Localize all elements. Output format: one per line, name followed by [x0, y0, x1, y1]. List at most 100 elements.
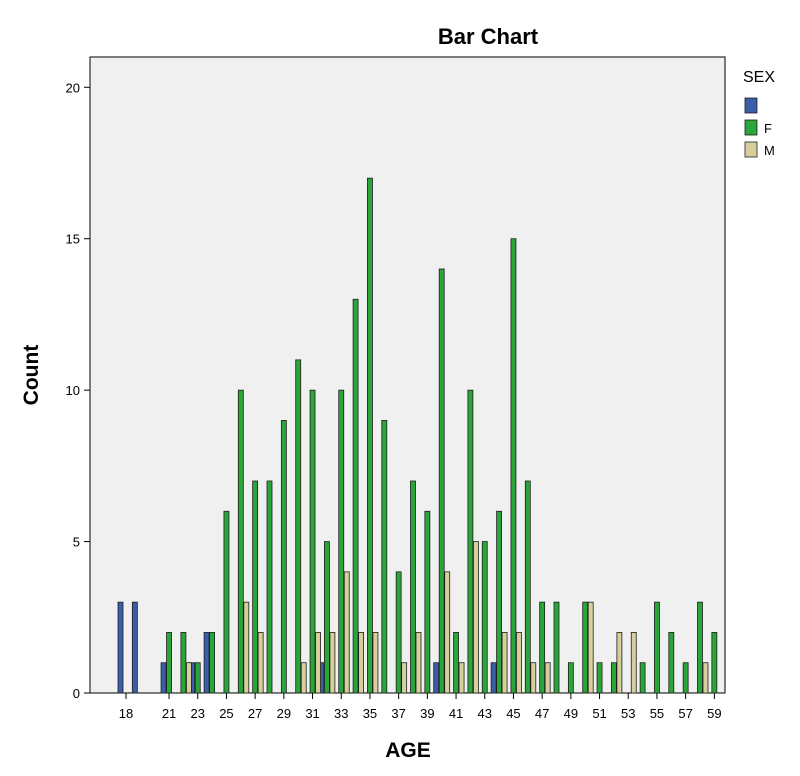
legend-swatch [744, 141, 758, 158]
bar [630, 632, 637, 694]
bar [166, 632, 172, 694]
bar [510, 238, 517, 694]
x-tick-label: 39 [420, 706, 434, 721]
bar [472, 541, 479, 694]
bar [668, 632, 675, 694]
bar [309, 389, 316, 694]
bar [711, 632, 718, 694]
bar [266, 480, 273, 694]
bars [117, 177, 718, 694]
x-tick-label: 51 [592, 706, 606, 721]
legend-title: SEX [743, 69, 775, 86]
bar [160, 662, 167, 694]
bar [194, 662, 201, 694]
x-tick-label: 57 [678, 706, 692, 721]
x-tick-label: 41 [449, 706, 463, 721]
chart-title: Bar Chart [438, 24, 539, 49]
x-tick-label: 35 [363, 706, 377, 721]
bar [372, 632, 379, 694]
bar [358, 632, 365, 694]
bar [185, 662, 192, 694]
x-tick-label: 53 [621, 706, 635, 721]
bar [257, 632, 264, 694]
x-tick-label: 31 [305, 706, 319, 721]
x-tick-label: 37 [391, 706, 405, 721]
x-axis: 18 21 23 25 27 29 31 33 35 37 39 41 43 45 47 49 51 53 55 57… [119, 693, 722, 721]
bar [481, 541, 488, 694]
bar [530, 662, 537, 694]
bar [338, 389, 345, 694]
x-tick-label: 33 [334, 706, 348, 721]
bar [180, 632, 187, 694]
bar [467, 389, 474, 694]
bar [567, 662, 574, 694]
bar [352, 298, 359, 694]
bar [639, 662, 646, 694]
bar [616, 632, 623, 694]
y-axis: 0 5 10 15 20 [66, 80, 90, 701]
bar [237, 389, 244, 694]
y-tick-label: 15 [66, 232, 80, 247]
bar [117, 601, 124, 694]
plot-background [89, 56, 726, 694]
legend-items: FM [744, 97, 775, 158]
bar [516, 632, 522, 694]
bar [401, 662, 408, 694]
x-tick-label: 29 [277, 706, 291, 721]
bar [300, 662, 307, 694]
bar [252, 480, 259, 694]
legend-label: M [764, 143, 775, 158]
bar [323, 541, 330, 694]
legend-swatch [744, 97, 758, 114]
bar [501, 632, 508, 694]
bar [453, 632, 459, 694]
y-tick-label: 10 [66, 383, 80, 398]
x-tick-label: 43 [478, 706, 492, 721]
bar [415, 632, 422, 694]
bar [587, 601, 594, 694]
x-tick-label: 21 [162, 706, 176, 721]
x-tick-label: 45 [506, 706, 520, 721]
bar [596, 662, 603, 694]
bar [539, 601, 546, 694]
y-tick-label: 0 [73, 686, 80, 701]
bar [433, 662, 440, 694]
bar [682, 662, 689, 694]
legend-label: F [764, 121, 772, 136]
x-tick-label: 55 [650, 706, 664, 721]
bar [410, 480, 416, 694]
x-tick-label: 25 [219, 706, 233, 721]
x-tick-label: 23 [191, 706, 205, 721]
bar [438, 268, 445, 694]
y-axis-title: Count [20, 345, 43, 406]
bar [553, 601, 560, 694]
bar [490, 662, 497, 694]
bar [496, 510, 503, 694]
bar [697, 601, 703, 694]
x-tick-label: 18 [119, 706, 133, 721]
bar [243, 601, 250, 694]
legend-swatch [744, 119, 758, 136]
bar [280, 420, 287, 694]
bar [343, 571, 350, 694]
bar [209, 632, 216, 694]
bar [367, 177, 373, 694]
bar [458, 662, 465, 694]
x-axis-title: AGE [385, 739, 431, 762]
bar [295, 359, 302, 694]
bar [702, 662, 709, 694]
bar [582, 601, 589, 694]
y-tick-label: 5 [73, 535, 80, 550]
legend: SEX FM [743, 69, 775, 158]
bar [544, 662, 551, 694]
bar [223, 510, 230, 694]
bar [315, 632, 321, 694]
bar [424, 510, 431, 694]
bar [611, 662, 617, 694]
bar [131, 601, 138, 694]
y-tick-label: 20 [66, 80, 80, 95]
bar [203, 632, 210, 694]
x-tick-label: 49 [564, 706, 578, 721]
x-tick-label: 47 [535, 706, 549, 721]
